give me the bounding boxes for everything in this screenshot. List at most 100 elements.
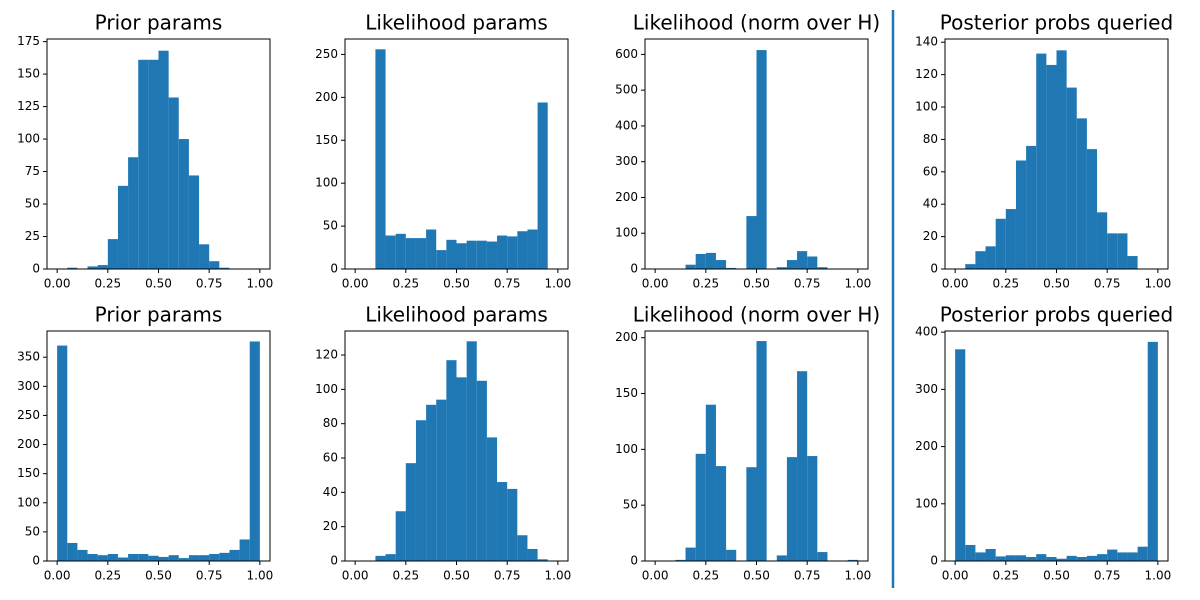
chart-title: Likelihood (norm over H) [633,11,880,35]
y-tick-label: 500 [615,83,638,97]
bar [746,467,757,561]
bar [786,260,798,269]
y-tick-label: 400 [915,325,938,339]
x-tick-label: 0.75 [1094,277,1121,291]
y-tick-label: 75 [25,164,40,178]
x-tick-label: 0.25 [392,277,419,291]
bar [117,185,129,269]
bar [67,542,78,561]
y-tick-label: 140 [915,35,938,49]
bar [446,360,457,561]
y-tick-label: 150 [17,67,40,81]
bar [517,231,528,269]
bar [446,239,457,269]
bar [219,267,230,269]
bar [1076,118,1087,269]
bar [756,50,767,269]
bar [209,554,220,561]
bar [797,371,808,561]
y-tick-label: 80 [323,416,338,430]
x-tick-label: 0.25 [692,569,719,583]
bar [1097,554,1108,561]
x-tick-label: 0.75 [1094,569,1121,583]
x-tick-label: 0.00 [44,569,71,583]
x-tick-label: 0.00 [44,277,71,291]
bar [239,539,250,561]
y-tick-label: 250 [315,47,338,61]
bar [965,544,976,561]
bar [415,238,427,269]
bar [1066,555,1077,561]
bar [486,437,498,561]
bar [975,552,986,561]
bar [817,552,828,561]
bar [415,420,427,561]
x-tick-label: 0.00 [342,277,369,291]
y-tick-label: 0 [330,554,338,568]
bar [1086,555,1098,561]
bar [426,404,437,561]
y-tick-label: 40 [323,485,338,499]
x-tick-label: 0.75 [794,277,821,291]
y-tick-label: 80 [923,132,938,146]
y-tick-label: 200 [615,330,638,344]
bar [776,555,787,561]
x-tick-label: 0.75 [794,569,821,583]
bar [405,463,416,561]
y-tick-label: 200 [315,90,338,104]
bar [436,250,447,269]
x-tick-label: 0.00 [342,569,369,583]
y-tick-label: 0 [630,554,638,568]
bar [138,554,149,561]
bar [168,97,179,269]
bar [158,556,169,561]
bar [675,559,686,561]
chart-title: Likelihood params [365,303,548,327]
bar [1117,233,1128,269]
x-tick-label: 0.00 [642,277,669,291]
x-tick-label: 1.00 [545,569,572,583]
bar [507,488,518,561]
x-tick-label: 0.00 [642,569,669,583]
bar [249,341,260,561]
y-tick-label: 100 [915,100,938,114]
bar [985,246,996,269]
bar [1076,556,1087,561]
bar [199,244,210,269]
y-tick-label: 100 [315,176,338,190]
y-tick-label: 300 [17,379,40,393]
x-tick-label: 0.50 [1043,569,1070,583]
bar [965,264,976,269]
bar [1066,87,1077,269]
bar [786,457,798,561]
bar [705,404,716,561]
x-tick-label: 0.25 [992,569,1019,583]
x-tick-label: 0.25 [94,569,121,583]
bar [97,265,108,269]
bar [426,229,437,269]
x-tick-label: 0.50 [443,277,470,291]
y-tick-label: 300 [915,382,938,396]
x-tick-label: 1.00 [247,277,274,291]
bar [188,555,200,561]
bar [1127,552,1138,561]
y-tick-label: 60 [323,451,338,465]
y-tick-label: 150 [17,466,40,480]
bar [209,261,220,269]
bar [1046,556,1057,561]
bar [87,266,98,269]
y-tick-label: 175 [17,34,40,48]
bar [466,240,477,269]
bar [685,264,696,269]
bar [385,554,396,561]
bar [199,555,210,561]
bar [128,157,139,269]
bar [385,235,396,269]
y-tick-label: 400 [615,118,638,132]
bar [1056,50,1067,269]
bar [1005,555,1016,561]
chart-title: Posterior probs queried [940,303,1173,327]
bar [375,555,386,561]
bar [797,251,808,269]
bar [1147,341,1158,561]
